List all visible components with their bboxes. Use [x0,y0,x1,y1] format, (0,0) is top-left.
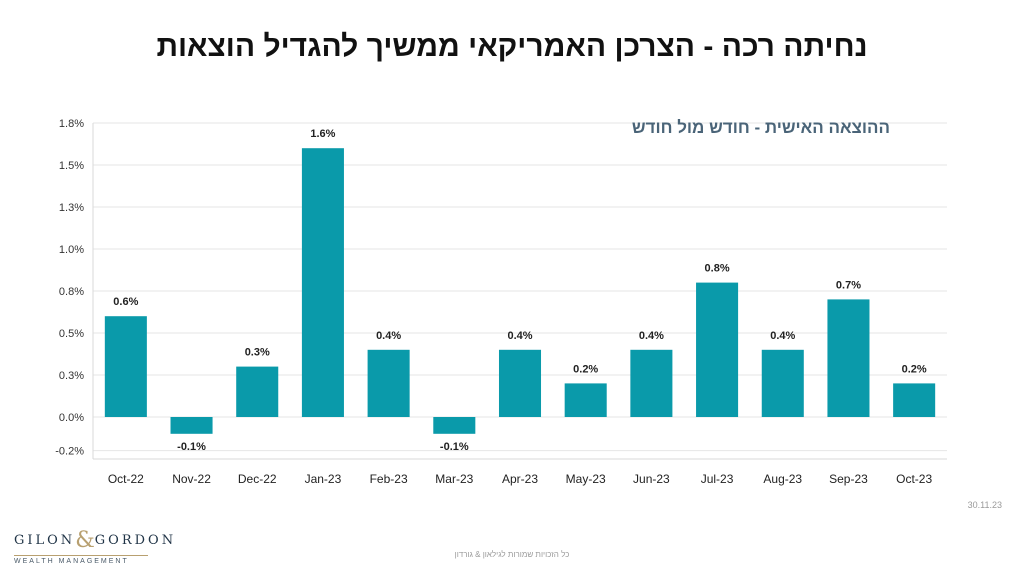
bar [104,316,147,417]
x-axis-ticks: Oct-22 Nov-22 Dec-22 Jan-23 Feb-23 Mar-23 Apr-… [108,472,933,486]
data-label: 0.4% [507,330,532,342]
logo-ampersand: & [75,528,95,553]
copyright-notice: כל הזכויות שמורות לגילאון & גורדון [454,550,570,559]
data-label: -0.1% [440,441,469,453]
x-tick-label: Nov-22 [172,472,211,486]
bar [696,282,739,417]
data-label: 0.4% [639,330,664,342]
x-tick-label: Mar-23 [435,472,473,486]
data-label: 0.7% [836,279,861,291]
x-tick-label: Jun-23 [633,472,670,486]
data-label: -0.1% [177,441,206,453]
y-tick-label: 0.5% [59,328,84,340]
logo-wordmark: GILON&GORDON [14,528,173,553]
data-label: 0.4% [376,330,401,342]
logo-divider [14,555,148,556]
y-tick-label: 0.0% [59,412,84,424]
y-tick-label: -0.2% [55,446,84,458]
bar [367,349,410,417]
bar [301,148,344,417]
y-tick-label: 0.3% [59,370,84,382]
bar [893,383,936,417]
x-tick-label: Apr-23 [502,472,538,486]
x-tick-label: Feb-23 [370,472,408,486]
data-label: 0.2% [902,363,927,375]
x-tick-label: Dec-22 [238,472,277,486]
bar [236,366,279,417]
x-tick-label: May-23 [566,472,606,486]
y-tick-label: 1.8% [59,118,84,130]
logo-name-right: GORDON [94,533,177,548]
logo-name-left: GILON [14,533,76,548]
bar [498,349,542,417]
y-tick-label: 1.3% [59,202,84,214]
date-stamp: 30.11.23 [967,500,1002,510]
bar [170,417,213,434]
bar [761,349,804,417]
page-title: נחיתה רכה - הצרכן האמריקאי ממשיך להגדיל … [156,30,868,63]
data-labels: 0.6% -0.1% 0.3% 1.6% 0.4% -0.1% 0.4% 0.2% 0.4% 0.… [113,128,927,453]
x-tick-label: Sep-23 [829,472,868,486]
data-label: 0.8% [705,263,730,275]
bars [104,148,936,434]
chart-title: ההוצאה האישית - חודש מול חודש [631,118,890,137]
x-tick-label: Jan-23 [305,472,342,486]
x-tick-label: Jul-23 [701,472,734,486]
company-logo: GILON&GORDON WEALTH MANAGEMENT [14,528,173,565]
x-tick-label: Oct-22 [108,472,144,486]
y-tick-label: 0.8% [59,286,84,298]
logo-tagline: WEALTH MANAGEMENT [14,558,129,565]
x-tick-label: Oct-23 [896,472,932,486]
bar [564,383,607,417]
y-tick-label: 1.5% [59,160,84,172]
data-label: 1.6% [310,128,335,140]
data-label: 0.6% [113,296,138,308]
data-label: 0.3% [245,347,270,359]
bar [433,417,476,434]
data-label: 0.2% [573,363,598,375]
data-label: 0.4% [770,330,795,342]
y-tick-label: 1.0% [59,244,84,256]
bar [827,299,870,417]
y-axis-ticks: -0.2% 0.0% 0.3% 0.5% 0.8% 1.0% 1.3% 1.5% 1.8% [55,118,84,458]
x-tick-label: Aug-23 [763,472,802,486]
bar [630,349,673,417]
